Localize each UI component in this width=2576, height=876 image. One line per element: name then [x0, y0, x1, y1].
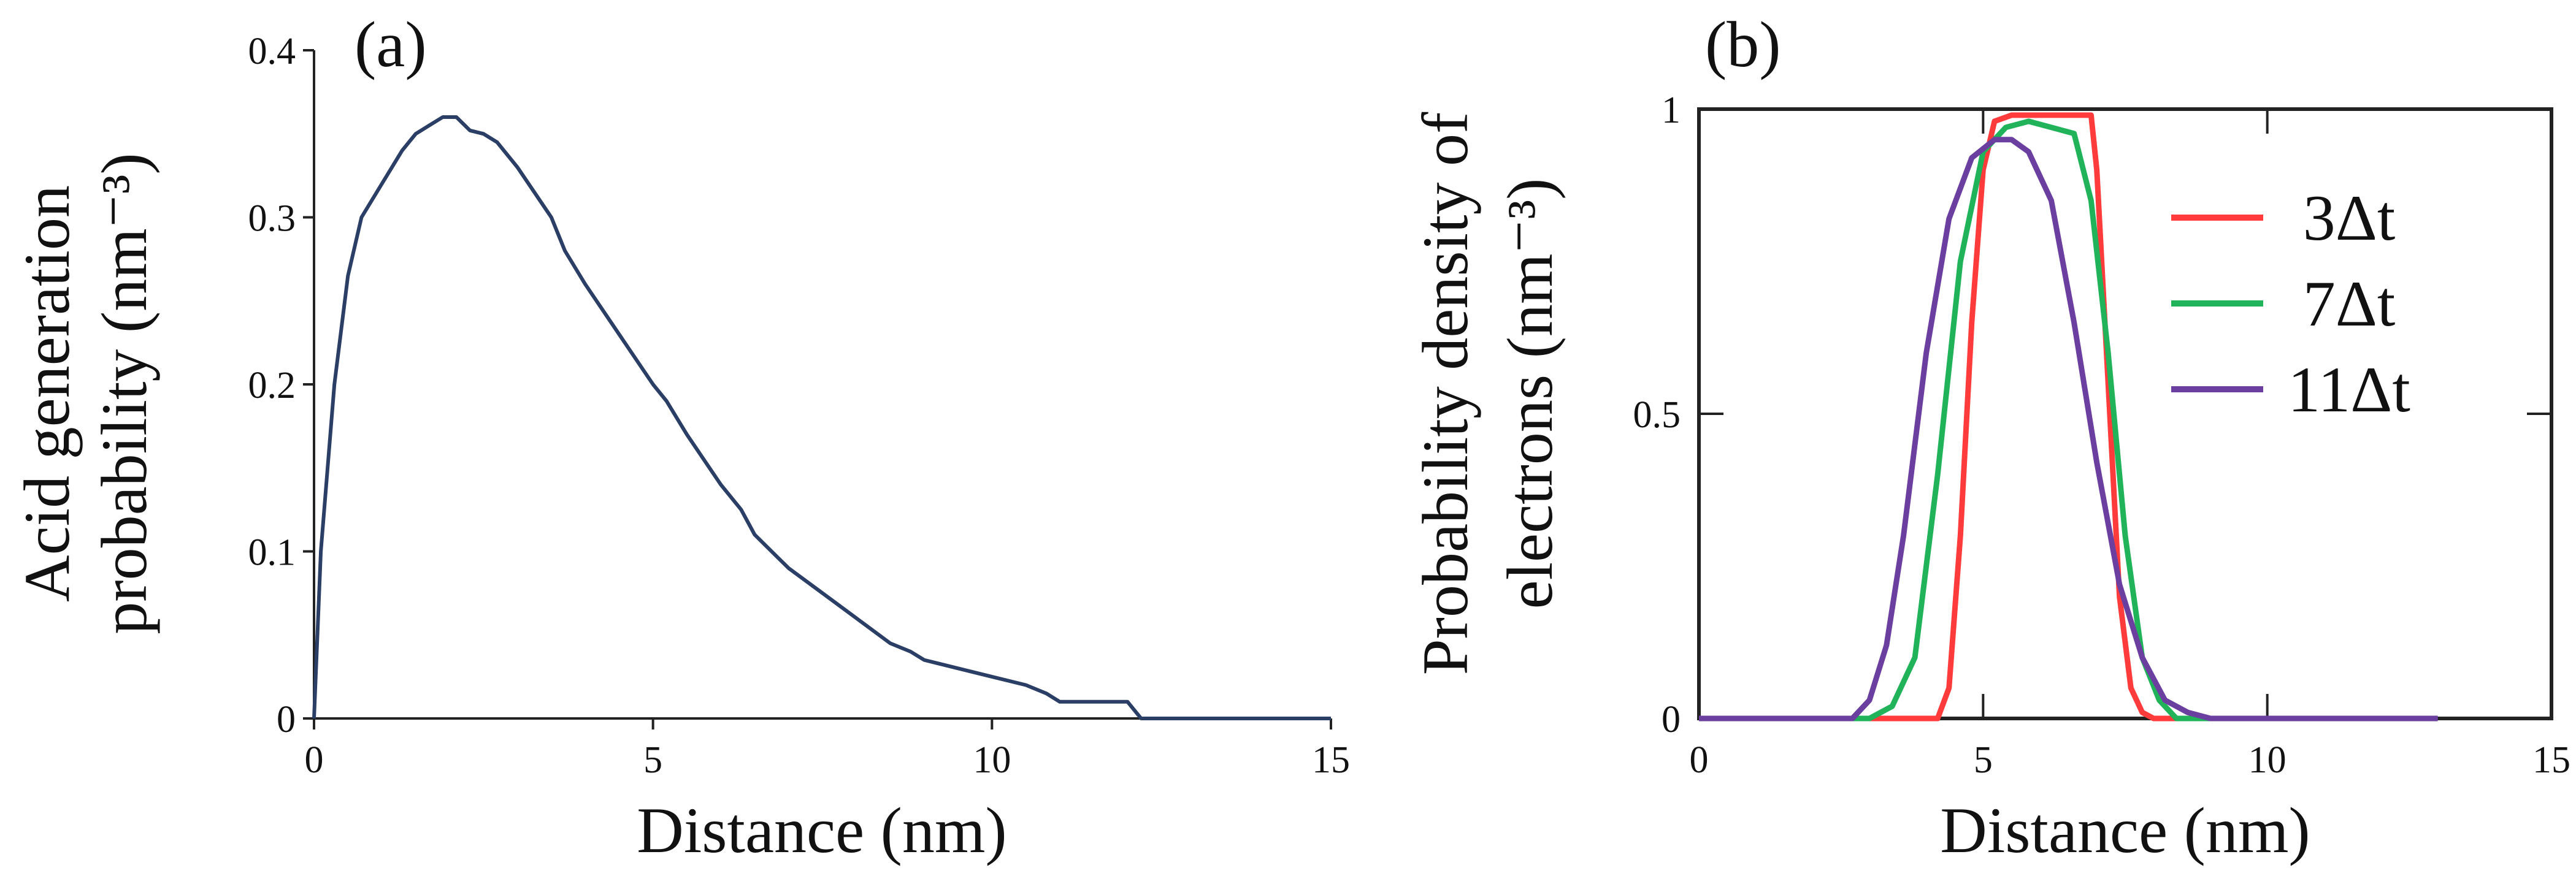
panel-b-y-ticks: 00.51 — [1633, 90, 2551, 741]
series-line — [1699, 118, 2381, 722]
y-tick-label: 0.3 — [248, 198, 296, 240]
y-tick-label: 0.4 — [248, 31, 296, 72]
x-tick-label: 10 — [2248, 739, 2287, 781]
legend-label: 7Δt — [2303, 268, 2396, 340]
panel-a-ylabel-line-2: probability (nm⁻³) — [88, 153, 160, 634]
series-line — [312, 115, 1331, 720]
panel-b-series — [1699, 112, 2438, 722]
y-tick-label: 0.5 — [1633, 394, 1681, 436]
y-tick-label: 0.2 — [248, 365, 296, 406]
panel-a-y-axis-label: Acid generation probability (nm⁻³) — [11, 153, 160, 634]
panel-a-axes — [313, 50, 1331, 720]
panel-a-x-ticks: 0 5 10 15 — [305, 718, 1350, 781]
y-tick-label: 0 — [1662, 699, 1681, 741]
panel-b-y-axis-label: Probability density of electrons (nm⁻³) — [1409, 112, 1566, 675]
y-tick-label: 1 — [1662, 90, 1681, 131]
x-tick-label: 0 — [1690, 739, 1709, 781]
panel-a: (a) Acid generation probability (nm⁻³) 0… — [11, 9, 1350, 866]
panel-b-ylabel-line-1: Probability density of — [1409, 112, 1481, 675]
series-line — [1699, 137, 2438, 722]
panel-b-x-axis-label: Distance (nm) — [1940, 794, 2310, 866]
panel-a-label: (a) — [355, 9, 427, 80]
panel-a-x-axis-label: Distance (nm) — [637, 794, 1006, 866]
y-tick-label: 0 — [277, 699, 296, 741]
panel-b-label: (b) — [1705, 9, 1781, 80]
panel-a-ylabel-line-1: Acid generation — [11, 185, 83, 602]
y-tick-label: 0.1 — [248, 532, 296, 574]
panel-b-ylabel-line-2: electrons (nm⁻³) — [1494, 178, 1566, 609]
x-tick-label: 5 — [1974, 739, 1993, 781]
x-tick-label: 10 — [973, 739, 1011, 781]
x-tick-label: 15 — [1312, 739, 1350, 781]
x-tick-label: 0 — [305, 739, 324, 781]
legend-label: 3Δt — [2303, 182, 2396, 254]
panel-a-y-ticks: 0 0.1 0.2 0.3 0.4 — [248, 31, 314, 741]
panel-b: (b) Probability density of electrons (nm… — [1409, 9, 2570, 866]
panel-b-x-ticks: 0 5 10 15 — [1690, 109, 2570, 781]
panel-b-legend: 3Δt 7Δt 11Δt — [2171, 182, 2410, 425]
series-line — [1699, 112, 2381, 722]
x-tick-label: 5 — [643, 739, 662, 781]
legend-label: 11Δt — [2288, 354, 2410, 425]
panel-a-series — [312, 115, 1331, 720]
x-tick-label: 15 — [2532, 739, 2570, 781]
